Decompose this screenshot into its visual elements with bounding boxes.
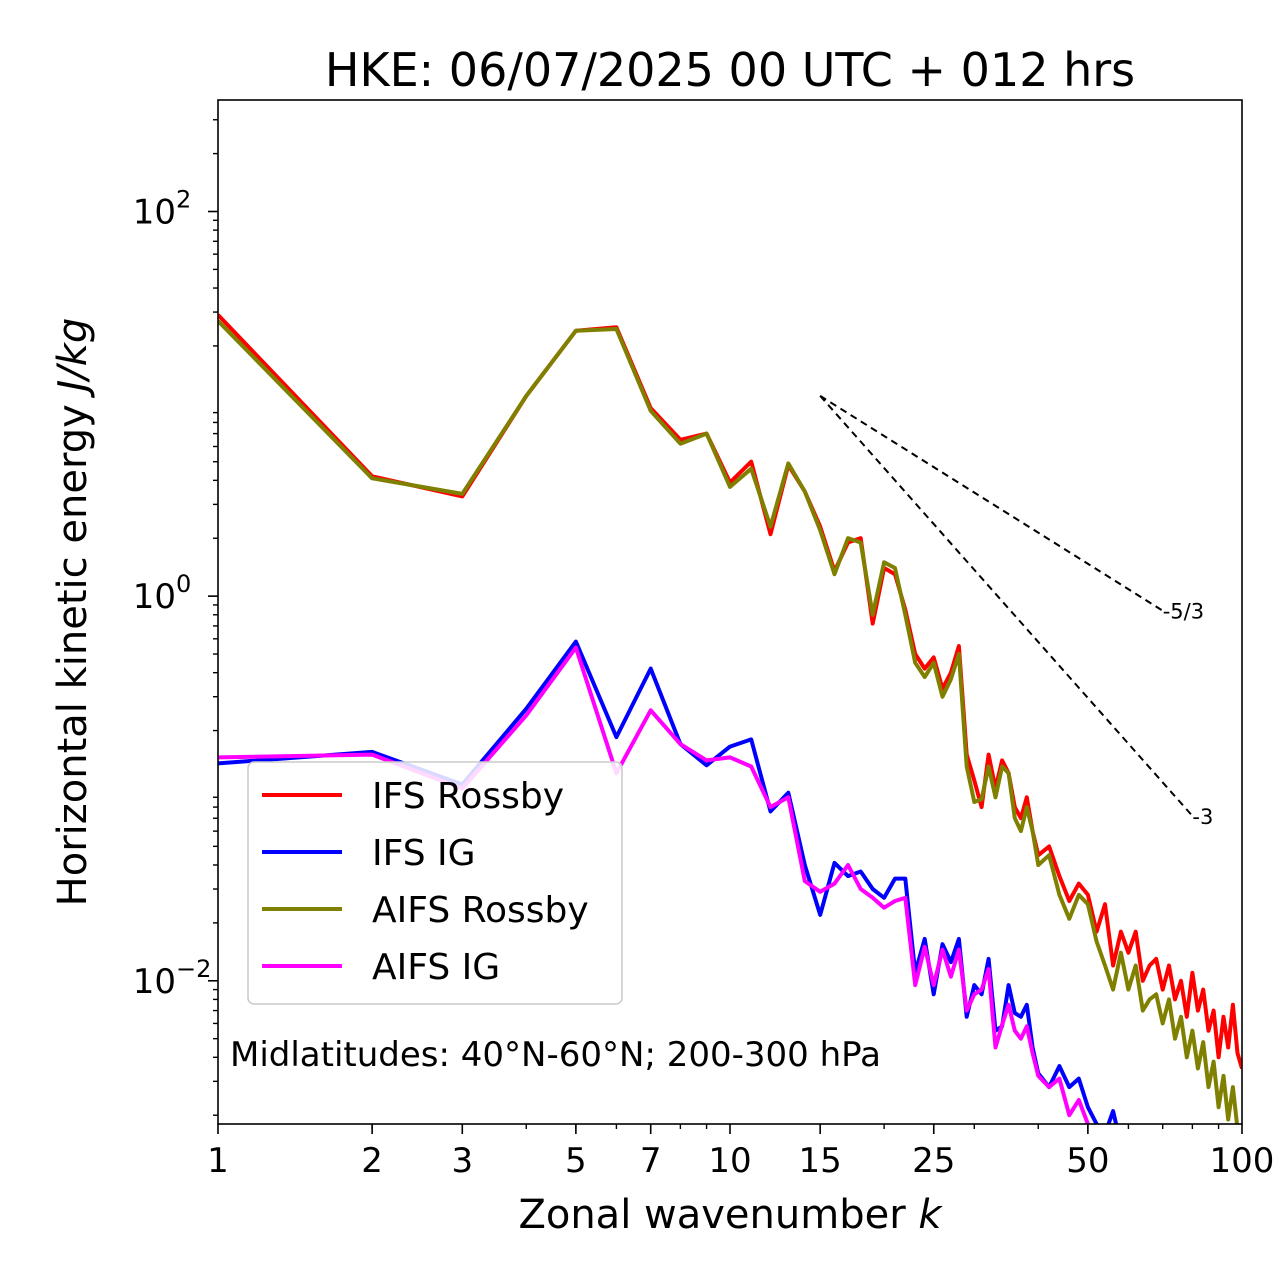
x-axis: 1 2 3 5 7 10 15 25 50 100: [207, 1124, 1274, 1181]
x-tick-label: 2: [361, 1141, 383, 1181]
x-tick-label: 7: [640, 1141, 662, 1181]
x-tick-label: 100: [1210, 1141, 1275, 1181]
legend-box: [247, 761, 623, 1005]
y-axis-label-unit: J/kg: [50, 318, 96, 399]
y-tick-exponent: 2: [176, 186, 191, 214]
x-axis-label-text: Zonal wavenumber: [518, 1192, 918, 1238]
x-tick-label: 1: [207, 1141, 229, 1181]
legend-label-ifs-rossby: IFS Rossby: [372, 776, 564, 817]
region-annotation: Midlatitudes: 40°N-60°N; 200-300 hPa: [230, 1035, 881, 1075]
reference-label-5-3: -5/3: [1163, 600, 1204, 624]
y-tick-base: 10: [133, 193, 176, 233]
x-tick-label: 10: [708, 1141, 751, 1181]
x-tick-label: 5: [565, 1141, 587, 1181]
y-tick-base: 10: [133, 962, 176, 1002]
y-axis-label-text: Horizontal kinetic energy: [50, 392, 96, 907]
reference-label-3: -3: [1192, 805, 1213, 829]
series-line-aifs-rossby: [218, 319, 1239, 1124]
reference-line-5-3: [819, 395, 1164, 612]
legend-label-ifs-ig: IFS IG: [372, 833, 476, 874]
y-tick-label: 10: [133, 577, 176, 617]
y-tick-label: 10: [133, 193, 176, 233]
legend-label-aifs-rossby: AIFS Rossby: [372, 890, 589, 931]
reference-line-3: [819, 395, 1194, 817]
x-tick-label: 50: [1066, 1141, 1109, 1181]
y-tick-exponent: −2: [176, 955, 211, 983]
y-tick-exponent: 0: [176, 570, 191, 598]
y-axis-label: Horizontal kinetic energy J/kg: [50, 318, 96, 907]
x-tick-label: 3: [451, 1141, 473, 1181]
reference-lines-layer: [819, 395, 1194, 817]
chart-title: HKE: 06/07/2025 00 UTC + 012 hrs: [325, 43, 1135, 97]
series-line-aifs-ig: [218, 645, 1091, 1124]
x-axis-label-symbol: k: [918, 1192, 943, 1238]
legend-label-aifs-ig: AIFS IG: [372, 947, 500, 988]
y-tick-label: 10: [133, 962, 176, 1002]
y-tick-base: 10: [133, 577, 176, 617]
series-layer: [218, 313, 1242, 1124]
x-tick-label: 15: [799, 1141, 842, 1181]
x-tick-label: 25: [912, 1141, 955, 1181]
reference-line-labels: -5/3 -3: [1163, 600, 1214, 829]
x-axis-label: Zonal wavenumber k: [518, 1192, 943, 1238]
legend: IFS Rossby IFS IG AIFS Rossby AIFS IG: [247, 761, 623, 1005]
